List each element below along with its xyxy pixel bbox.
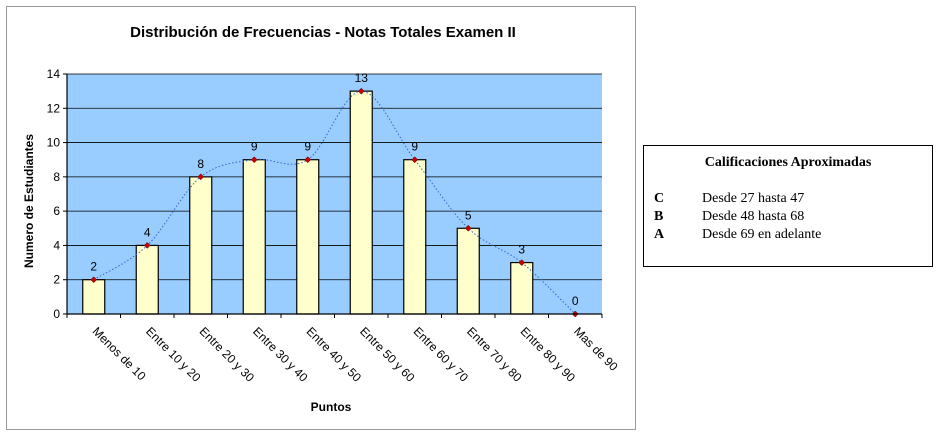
- bar: [510, 261, 534, 315]
- grade-range: Desde 69 en adelante: [702, 227, 822, 242]
- data-marker: [143, 242, 151, 249]
- markers: [90, 87, 579, 318]
- x-tick-label: Mas de 90: [571, 324, 621, 374]
- data-marker: [357, 87, 365, 95]
- bar: [349, 90, 373, 315]
- bar: [296, 159, 320, 315]
- y-tick-label: 0: [53, 307, 60, 321]
- bar: [403, 159, 427, 315]
- y-tick-label: 2: [53, 273, 60, 287]
- chart-title: Distribución de Frecuencias - Notas Tota…: [130, 24, 516, 41]
- grade-range: Desde 27 hasta 47: [702, 191, 805, 206]
- data-marker: [250, 156, 258, 164]
- y-tick-label: 8: [53, 170, 60, 184]
- data-label: 5: [465, 208, 472, 222]
- x-tick-label: Entre 60 y 70: [411, 324, 472, 385]
- y-ticks: 0 2 4 6 8 10 12 14: [47, 67, 67, 321]
- x-tick-label: Menos de 10: [90, 324, 149, 383]
- grade-letter: C: [654, 191, 665, 206]
- x-tick-label: Entre 10 y 20: [143, 324, 204, 385]
- y-tick-label: 4: [53, 238, 60, 252]
- bars: [82, 90, 534, 315]
- x-tick-label: Entre 70 y 80: [464, 324, 525, 385]
- grades-legend-box: Calificaciones Aproximadas C Desde 27 ha…: [643, 145, 933, 267]
- bar: [189, 176, 213, 315]
- data-label: 0: [572, 294, 579, 308]
- y-tick-label: 6: [53, 204, 60, 218]
- data-label: 13: [355, 71, 369, 85]
- x-tick-label: Entre 30 y 40: [250, 324, 311, 385]
- grade-letter: A: [654, 227, 665, 242]
- chart-frame: Distribución de Frecuencias - Notas Tota…: [6, 6, 636, 430]
- x-axis-title: Puntos: [311, 400, 352, 414]
- data-label: 2: [90, 260, 97, 274]
- bar: [135, 244, 159, 315]
- data-marker: [90, 276, 98, 284]
- bar: [82, 279, 106, 315]
- data-marker: [411, 156, 419, 164]
- y-tick-label: 12: [47, 101, 61, 115]
- grade-letter: B: [654, 209, 664, 224]
- bar: [456, 227, 480, 315]
- frequency-chart: Distribución de Frecuencias - Notas Tota…: [22, 24, 621, 414]
- data-marker: [197, 173, 205, 181]
- data-label: 9: [251, 140, 258, 154]
- data-label: 9: [304, 140, 311, 154]
- x-tick-label: Entre 50 y 60: [357, 324, 418, 385]
- y-tick-label: 14: [47, 67, 61, 81]
- trendline: [93, 90, 576, 315]
- data-marker: [464, 224, 472, 232]
- x-tick-label: Entre 80 y 90: [518, 324, 579, 385]
- bar: [242, 159, 266, 315]
- data-label: 9: [411, 140, 418, 154]
- data-label: 8: [197, 157, 204, 171]
- data-label: 4: [144, 225, 151, 239]
- x-tick-label: Entre 20 y 30: [197, 324, 258, 385]
- y-tick-label: 10: [47, 136, 61, 150]
- grade-range: Desde 48 hasta 68: [702, 209, 805, 224]
- data-label: 3: [518, 243, 525, 257]
- x-tick-label: Entre 40 y 50: [304, 324, 365, 385]
- data-marker: [304, 156, 312, 164]
- grades-title: Calificaciones Aproximadas: [704, 155, 872, 170]
- data-labels: 2 4 8 9 9 13 9 5 3 0: [90, 71, 579, 308]
- data-marker: [518, 259, 526, 266]
- y-axis-title: Numero de Estudiantes: [22, 134, 36, 268]
